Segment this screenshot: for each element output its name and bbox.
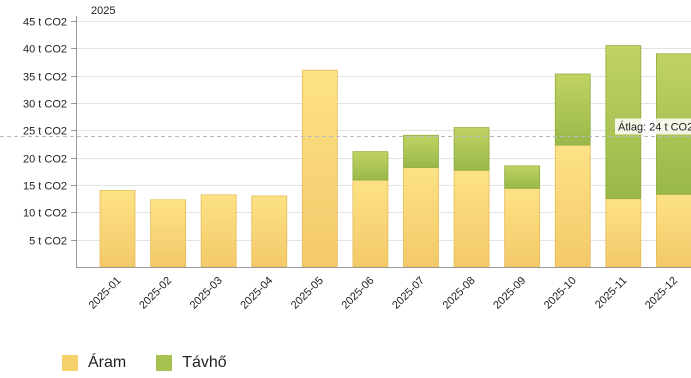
y-tick-label: 10 t CO2 (23, 208, 67, 220)
average-label: Átlag: 24 t CO2 (618, 121, 691, 134)
legend-item-tavho[interactable]: Távhő (156, 354, 226, 372)
x-tick-label: 2025-04 (238, 275, 275, 312)
x-axis: 2025-01 2025-02 2025-03 2025-04 2025-05 2025-… (76, 268, 691, 312)
legend-swatch-tavho (156, 355, 172, 371)
x-tick-label: 2025-05 (289, 275, 326, 312)
bar-aram-2025-08[interactable] (454, 170, 489, 267)
bar-aram-2025-10[interactable] (555, 145, 590, 267)
bars (100, 46, 691, 267)
x-tick-label: 2025-03 (188, 275, 225, 312)
x-tick-label: 2025-08 (441, 275, 478, 312)
bar-tavho-2025-09[interactable] (505, 166, 540, 188)
chart-title: 2025 (91, 5, 115, 17)
bar-aram-2025-07[interactable] (404, 168, 439, 267)
y-tick-label: 35 t CO2 (23, 72, 67, 84)
y-tick-label: 5 t CO2 (29, 236, 67, 248)
bar-aram-2025-11[interactable] (606, 199, 641, 267)
bar-aram-2025-09[interactable] (505, 188, 540, 267)
bar-aram-2025-03[interactable] (201, 195, 236, 267)
emissions-bar-chart: 5 t CO2 10 t CO2 15 t CO2 20 t CO2 25 t CO2 3… (0, 0, 691, 350)
y-tick-label: 20 t CO2 (23, 154, 67, 166)
x-tick-label: 2025-01 (87, 275, 124, 312)
x-tick-label: 2025-02 (137, 275, 174, 312)
legend: Áram Távhő (62, 354, 257, 372)
x-tick-label: 2025-10 (542, 275, 579, 312)
y-tick-label: 25 t CO2 (23, 126, 67, 138)
bar-aram-2025-02[interactable] (151, 200, 186, 267)
y-axis: 5 t CO2 10 t CO2 15 t CO2 20 t CO2 25 t CO2 3… (23, 16, 77, 267)
bar-aram-2025-04[interactable] (252, 196, 287, 267)
bar-tavho-2025-10[interactable] (555, 74, 590, 145)
bar-aram-2025-01[interactable] (100, 190, 135, 267)
x-tick-label: 2025-09 (491, 275, 528, 312)
x-tick-label: 2025-06 (340, 275, 377, 312)
legend-item-aram[interactable]: Áram (62, 354, 126, 372)
y-tick-label: 15 t CO2 (23, 181, 67, 193)
bar-tavho-2025-06[interactable] (353, 152, 388, 180)
bar-tavho-2025-07[interactable] (404, 135, 439, 167)
y-tick-label: 40 t CO2 (23, 44, 67, 56)
y-tick-label: 45 t CO2 (23, 17, 67, 29)
y-tick-label: 30 t CO2 (23, 99, 67, 111)
x-tick-label: 2025-07 (390, 275, 427, 312)
bar-aram-2025-06[interactable] (353, 180, 388, 267)
bar-tavho-2025-08[interactable] (454, 128, 489, 171)
bar-aram-2025-05[interactable] (302, 70, 337, 267)
bar-aram-2025-12[interactable] (656, 194, 691, 267)
legend-label-tavho: Távhő (182, 354, 226, 372)
x-tick-label: 2025-11 (593, 275, 629, 311)
legend-label-aram: Áram (88, 354, 126, 372)
legend-swatch-aram (62, 355, 78, 371)
x-tick-label: 2025-12 (643, 275, 680, 312)
